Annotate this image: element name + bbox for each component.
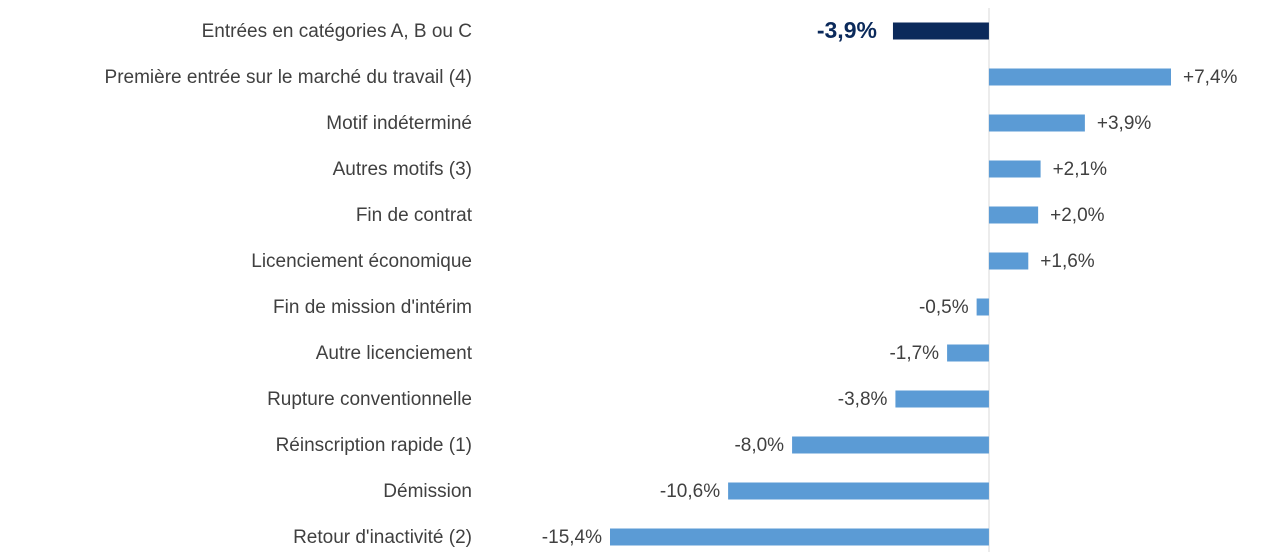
- value-label: -10,6%: [660, 481, 720, 502]
- bar: [947, 344, 989, 362]
- value-label: -0,5%: [919, 297, 969, 318]
- bar: [610, 528, 989, 546]
- bar: [988, 206, 1039, 224]
- value-label: -1,7%: [889, 343, 939, 364]
- bar: [728, 482, 989, 500]
- category-label: Première entrée sur le marché du travail…: [105, 67, 472, 88]
- value-label: +3,9%: [1097, 113, 1152, 134]
- category-label: Retour d'inactivité (2): [293, 527, 472, 548]
- value-label: +7,4%: [1183, 67, 1238, 88]
- category-label: Autres motifs (3): [333, 159, 472, 180]
- category-label: Réinscription rapide (1): [276, 435, 472, 456]
- category-label: Fin de mission d'intérim: [273, 297, 472, 318]
- bar: [892, 22, 989, 40]
- value-label: +2,0%: [1050, 205, 1105, 226]
- category-label: Licenciement économique: [251, 251, 472, 272]
- value-label: -3,8%: [838, 389, 888, 410]
- value-label: -3,9%: [817, 17, 877, 43]
- value-label: +1,6%: [1040, 251, 1095, 272]
- bar: [988, 68, 1171, 86]
- bar: [792, 436, 989, 454]
- bar: [988, 114, 1085, 132]
- bar: [988, 160, 1041, 178]
- value-label: +2,1%: [1053, 159, 1108, 180]
- bar: [976, 298, 989, 316]
- category-label: Fin de contrat: [356, 205, 473, 226]
- category-label: Rupture conventionnelle: [267, 389, 472, 410]
- value-label: -8,0%: [734, 435, 784, 456]
- category-label: Autre licenciement: [316, 343, 473, 364]
- bar: [895, 390, 989, 408]
- value-label: -15,4%: [542, 527, 602, 548]
- category-label: Démission: [383, 481, 472, 502]
- bar: [988, 252, 1029, 270]
- category-label: Entrées en catégories A, B ou C: [202, 21, 472, 42]
- category-label: Motif indéterminé: [326, 113, 472, 134]
